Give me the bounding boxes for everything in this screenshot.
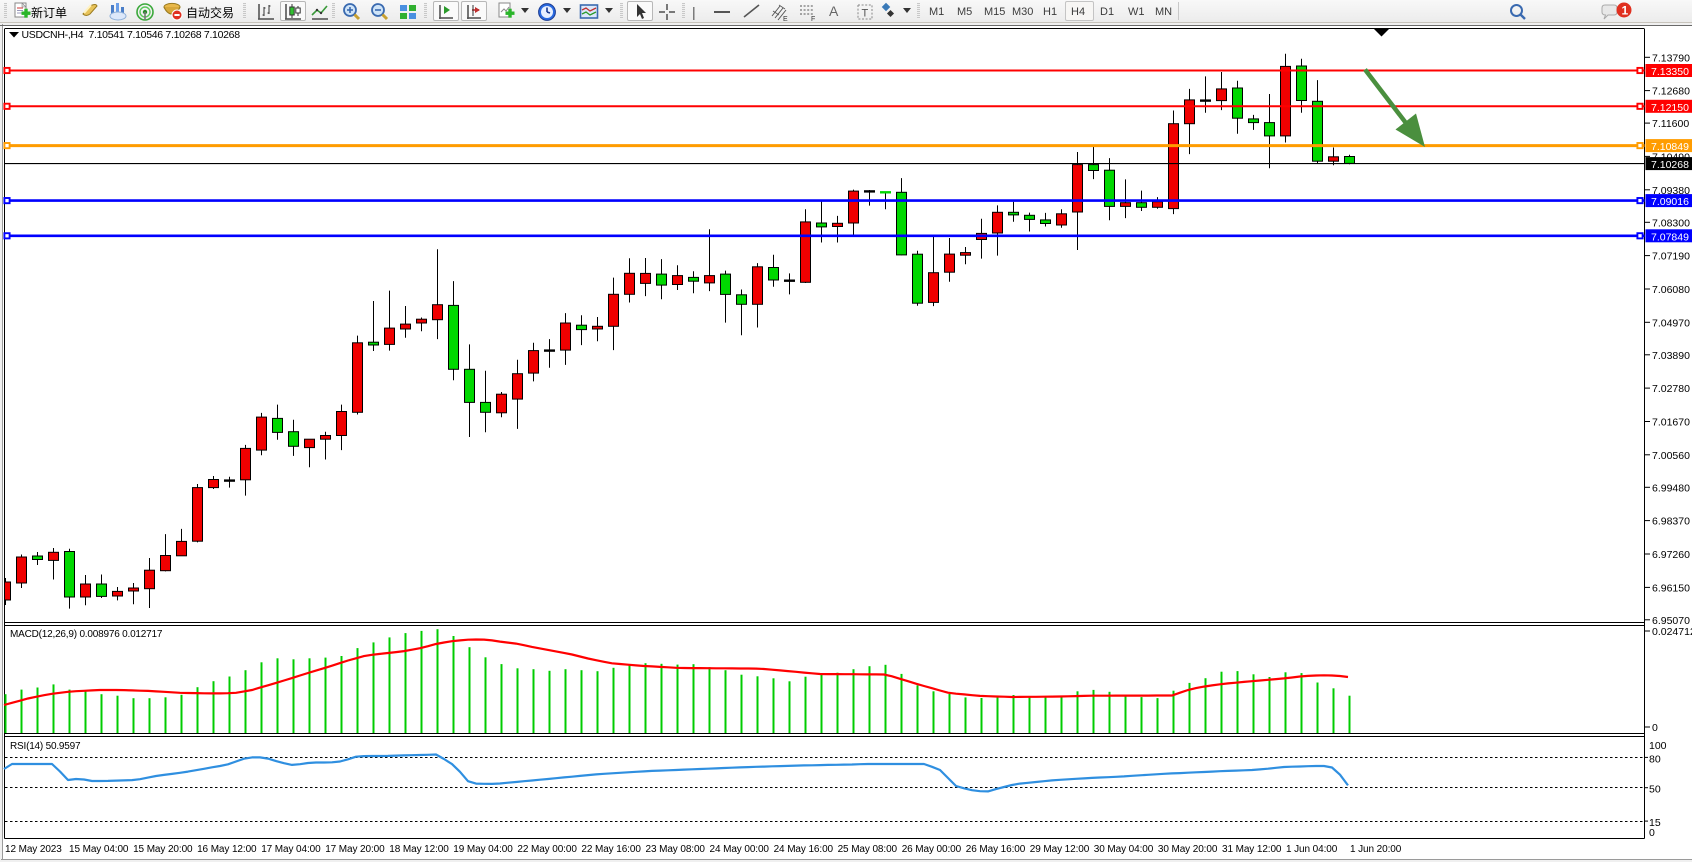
svg-text:7.12150: 7.12150 (1651, 102, 1689, 114)
svg-text:25 May 08:00: 25 May 08:00 (838, 844, 898, 855)
svg-text:7.00560: 7.00560 (1652, 450, 1690, 462)
svg-text:6.97260: 6.97260 (1652, 549, 1690, 561)
svg-text:USDCNH-,H4 7.10541 7.10546 7.: USDCNH-,H4 7.10541 7.10546 7.10268 7.102… (22, 29, 241, 41)
svg-text:0: 0 (1649, 827, 1655, 839)
svg-text:29 May 12:00: 29 May 12:00 (1030, 844, 1090, 855)
svg-text:7.10268: 7.10268 (1651, 159, 1689, 171)
svg-text:MACD(12,26,9) 0.008976 0.01271: MACD(12,26,9) 0.008976 0.012717 (10, 629, 163, 640)
svg-text:12 May 2023: 12 May 2023 (5, 844, 62, 855)
svg-text:6.98370: 6.98370 (1652, 516, 1690, 528)
svg-text:19 May 04:00: 19 May 04:00 (453, 844, 513, 855)
svg-text:7.13350: 7.13350 (1651, 66, 1689, 78)
svg-text:1 Jun 20:00: 1 Jun 20:00 (1350, 844, 1402, 855)
svg-text:17 May 04:00: 17 May 04:00 (261, 844, 321, 855)
svg-text:6.95070: 6.95070 (1652, 615, 1690, 627)
svg-text:F: F (811, 16, 815, 22)
svg-text:15 May 04:00: 15 May 04:00 (69, 844, 129, 855)
svg-text:7.06080: 7.06080 (1652, 284, 1690, 296)
svg-text:23 May 08:00: 23 May 08:00 (646, 844, 706, 855)
svg-text:7.09380: 7.09380 (1652, 185, 1690, 197)
svg-text:17 May 20:00: 17 May 20:00 (325, 844, 385, 855)
svg-text:7.03890: 7.03890 (1652, 350, 1690, 362)
svg-text:0: 0 (1652, 722, 1658, 734)
svg-text:7.09016: 7.09016 (1651, 196, 1689, 208)
svg-text:24 May 00:00: 24 May 00:00 (710, 844, 770, 855)
svg-text:7.07190: 7.07190 (1652, 251, 1690, 263)
svg-text:7.01670: 7.01670 (1652, 417, 1690, 429)
svg-text:7.13790: 7.13790 (1652, 52, 1690, 64)
svg-text:7.11600: 7.11600 (1652, 118, 1689, 130)
svg-text:T: T (862, 8, 869, 20)
svg-text:31 May 12:00: 31 May 12:00 (1222, 844, 1282, 855)
svg-text:7.08300: 7.08300 (1652, 217, 1690, 229)
svg-text:26 May 00:00: 26 May 00:00 (902, 844, 962, 855)
svg-text:26 May 16:00: 26 May 16:00 (966, 844, 1026, 855)
svg-text:7.02780: 7.02780 (1652, 383, 1690, 395)
svg-text:30 May 20:00: 30 May 20:00 (1158, 844, 1218, 855)
svg-text:30 May 04:00: 30 May 04:00 (1094, 844, 1154, 855)
svg-text:E: E (783, 16, 788, 22)
svg-text:22 May 16:00: 22 May 16:00 (581, 844, 641, 855)
svg-text:15: 15 (1649, 817, 1661, 829)
svg-text:7.10849: 7.10849 (1651, 141, 1689, 153)
svg-text:1 Jun 04:00: 1 Jun 04:00 (1286, 844, 1338, 855)
svg-text:6.96150: 6.96150 (1652, 582, 1690, 594)
svg-text:16 May 12:00: 16 May 12:00 (197, 844, 257, 855)
svg-text:22 May 00:00: 22 May 00:00 (517, 844, 577, 855)
svg-text:6.99480: 6.99480 (1652, 482, 1690, 494)
svg-text:80: 80 (1649, 754, 1661, 766)
svg-text:24 May 16:00: 24 May 16:00 (774, 844, 834, 855)
svg-text:0.024712: 0.024712 (1652, 626, 1692, 638)
svg-text:15 May 20:00: 15 May 20:00 (133, 844, 193, 855)
svg-text:7.07849: 7.07849 (1651, 231, 1689, 243)
svg-text:50: 50 (1649, 784, 1661, 796)
svg-text:18 May 12:00: 18 May 12:00 (389, 844, 449, 855)
svg-text:RSI(14) 50.9597: RSI(14) 50.9597 (10, 741, 81, 752)
svg-text:1: 1 (1622, 4, 1629, 18)
svg-text:7.12680: 7.12680 (1652, 86, 1690, 98)
svg-text:7.04970: 7.04970 (1652, 317, 1690, 329)
svg-text:100: 100 (1649, 740, 1667, 752)
